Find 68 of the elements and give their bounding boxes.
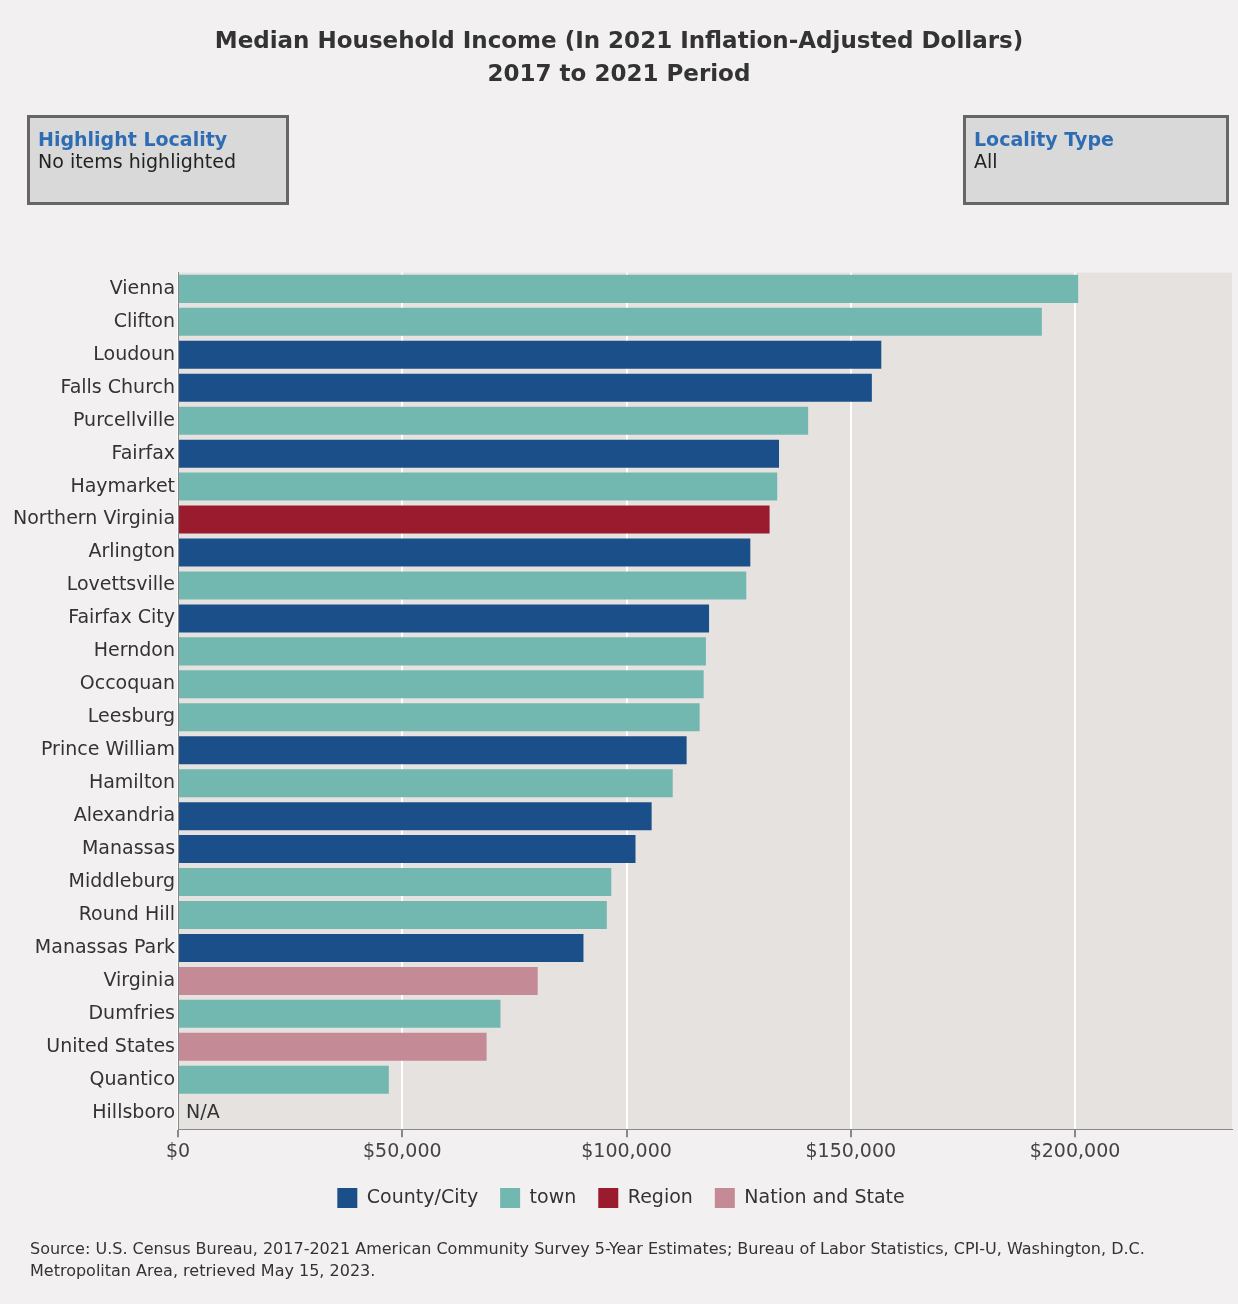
y-tick-label: United States <box>46 1033 176 1056</box>
y-tick-label: Clifton <box>113 308 176 331</box>
text: Highlight Locality <box>38 128 229 150</box>
y-tick-label: Loudoun <box>93 341 176 364</box>
text: All <box>974 150 999 172</box>
chart-subtitle: 2017 to 2021 Period <box>486 59 752 88</box>
bar <box>179 571 747 600</box>
y-tick-label: Arlington <box>88 539 176 562</box>
source-note: Source: U.S. Census Bureau, 2017-2021 American Community Survey 5-Year Estimates; Bureau of Labor Statistics, CPI-U, Washington, D.C. Metropolitan Area, retrieved May 15, 2023. <box>30 1238 1146 1282</box>
bar <box>179 769 673 798</box>
bar <box>179 999 501 1028</box>
bar <box>179 802 652 831</box>
y-tick-label: Lovettsville <box>66 572 176 595</box>
bar <box>179 670 704 699</box>
bar <box>179 307 1042 336</box>
bar <box>179 637 706 666</box>
legend-label: Nation and State <box>744 1184 905 1207</box>
text: Locality Type <box>974 128 1115 150</box>
y-tick-label: Quantico <box>89 1066 176 1089</box>
bar <box>179 340 882 369</box>
bar <box>179 373 872 402</box>
x-tick-label: $0 <box>165 1138 191 1161</box>
annotation: N/A <box>186 1099 220 1122</box>
x-tick-label: $200,000 <box>1029 1138 1121 1161</box>
y-tick-label: Alexandria <box>73 803 176 826</box>
y-tick-label: Hamilton <box>88 770 176 793</box>
y-tick-label: Middleburg <box>68 868 176 891</box>
bar <box>179 274 1079 303</box>
text: No items highlighted <box>38 150 238 172</box>
bar <box>179 736 687 765</box>
y-tick-label: Falls Church <box>60 374 176 397</box>
y-tick-label: Occoquan <box>79 671 176 694</box>
bar <box>179 703 700 732</box>
y-tick-label: Fairfax City <box>68 605 176 628</box>
bar <box>179 933 584 962</box>
bar <box>179 472 778 501</box>
y-tick-label: Virginia <box>103 967 176 990</box>
y-tick-label: Vienna <box>109 275 176 298</box>
x-tick-label: $50,000 <box>362 1138 442 1161</box>
bar <box>179 505 770 534</box>
y-tick-label: Fairfax <box>111 440 176 463</box>
y-tick-label: Haymarket <box>70 473 176 496</box>
y-tick-label: Prince William <box>40 737 176 760</box>
legend-label: County/City <box>366 1184 479 1207</box>
bar <box>179 966 538 995</box>
chart-title: Median Household Income (In 2021 Inflation-Adjusted Dollars) <box>213 26 1025 55</box>
y-tick-label: Hillsboro <box>92 1099 176 1122</box>
y-tick-label: Round Hill <box>78 901 176 924</box>
bar <box>179 538 751 567</box>
bar <box>179 835 636 864</box>
bar <box>179 604 710 633</box>
bar <box>179 406 809 435</box>
bar <box>179 1032 487 1061</box>
x-tick-label: $100,000 <box>581 1138 672 1161</box>
y-tick-label: Purcellville <box>73 407 176 430</box>
y-tick-label: Leesburg <box>87 704 176 727</box>
bar <box>179 439 780 468</box>
legend-label: Region <box>627 1184 693 1207</box>
bar <box>179 901 607 930</box>
legend-label: town <box>529 1184 577 1207</box>
x-tick-label: $150,000 <box>805 1138 897 1161</box>
y-tick-label: Northern Virginia <box>13 506 176 529</box>
bar <box>179 868 612 897</box>
y-tick-label: Manassas Park <box>34 934 176 957</box>
y-tick-label: Herndon <box>93 638 176 661</box>
y-tick-label: Dumfries <box>88 1000 176 1023</box>
y-tick-label: Manassas <box>81 836 176 859</box>
bar <box>179 1065 389 1094</box>
